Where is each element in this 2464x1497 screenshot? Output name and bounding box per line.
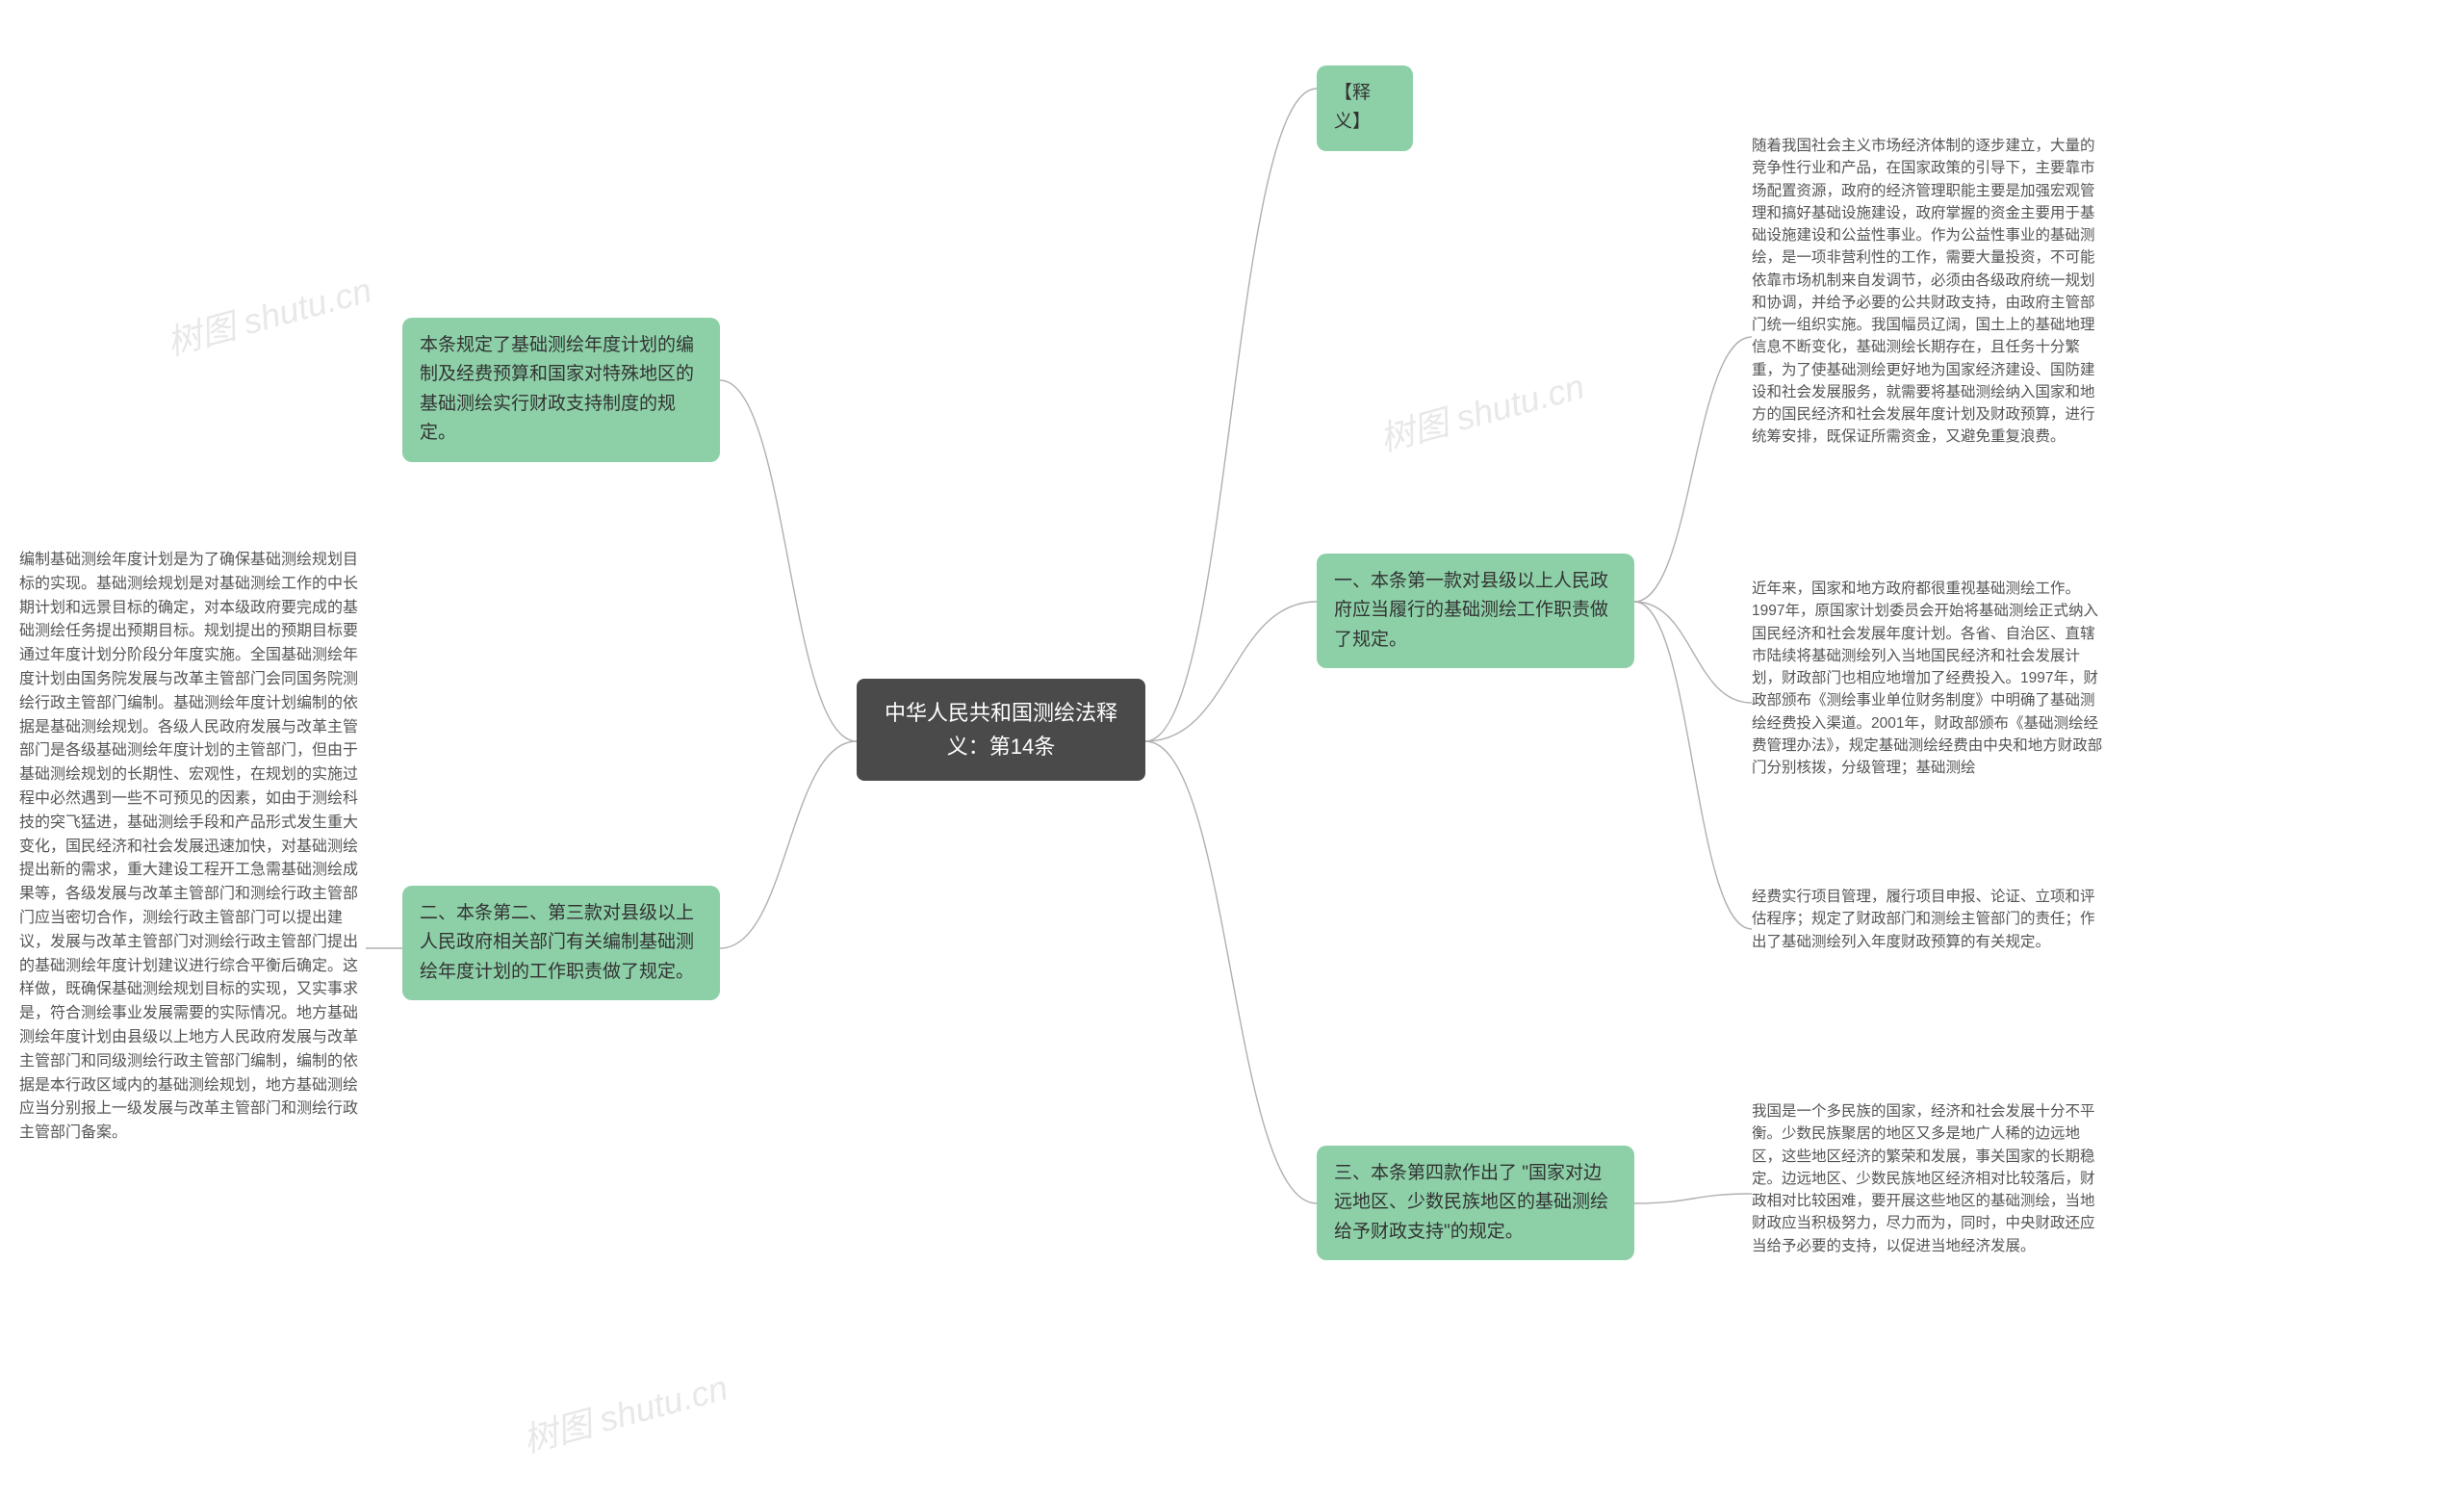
branch-article-2-3: 二、本条第二、第三款对县级以上人民政府相关部门有关编制基础测绘年度计划的工作职责… — [402, 886, 720, 1000]
watermark: 树图 shutu.cn — [161, 263, 376, 366]
leaf-recent-years: 近年来，国家和地方政府都很重视基础测绘工作。1997年，原国家计划委员会开始将基… — [1752, 578, 2108, 779]
branch-foundation-mapping-plan: 本条规定了基础测绘年度计划的编制及经费预算和国家对特殊地区的基础测绘实行财政支持… — [402, 318, 720, 462]
branch-interpretation: 【释义】 — [1317, 65, 1413, 151]
watermark: 树图 shutu.cn — [517, 1360, 732, 1463]
leaf-minority-regions: 我国是一个多民族的国家，经济和社会发展十分不平衡。少数民族聚居的地区又多是地广人… — [1752, 1100, 2108, 1257]
branch-article-4: 三、本条第四款作出了 "国家对边远地区、少数民族地区的基础测绘给予财政支持"的规… — [1317, 1146, 1634, 1260]
root-node: 中华人民共和国测绘法释义：第14条 — [857, 679, 1145, 781]
branch-article-1: 一、本条第一款对县级以上人民政府应当履行的基础测绘工作职责做了规定。 — [1317, 554, 1634, 668]
leaf-annual-plan-detail: 编制基础测绘年度计划是为了确保基础测绘规划目标的实现。基础测绘规划是对基础测绘工… — [19, 549, 366, 1146]
leaf-market-economy: 随着我国社会主义市场经济体制的逐步建立，大量的竞争性行业和产品，在国家政策的引导… — [1752, 135, 2108, 449]
leaf-project-management: 经费实行项目管理，履行项目申报、论证、立项和评估程序；规定了财政部门和测绘主管部… — [1752, 886, 2108, 953]
watermark: 树图 shutu.cn — [1373, 359, 1589, 462]
